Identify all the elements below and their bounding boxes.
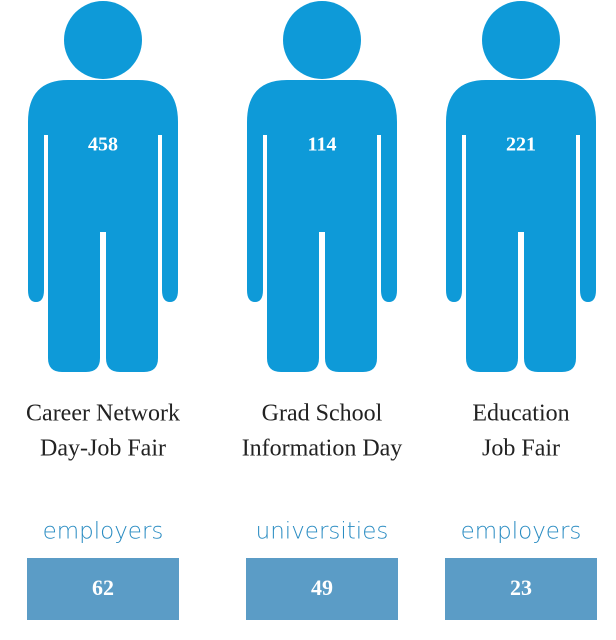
left-leg [48,225,100,372]
count-value: 62 [92,575,114,600]
unit-label: employers [461,519,582,545]
count-value: 23 [510,575,532,600]
event-label: Grad School [262,401,383,427]
unit-label: universities [256,519,389,545]
count-box [246,558,398,620]
count-box [445,558,597,620]
body [28,80,178,302]
unit-label: employers [43,519,164,545]
body [247,80,397,302]
left-leg [466,225,518,372]
attendee-count: 458 [88,134,118,156]
event-label: Education [472,401,569,427]
head [482,1,560,79]
event-label: Day-Job Fair [40,436,166,462]
person-figure [446,1,596,372]
head [64,1,142,79]
attendee-count: 114 [308,134,337,156]
count-box [27,558,179,620]
body [446,80,596,302]
right-leg [106,225,158,372]
attendee-count: 221 [506,134,536,156]
event-label: Information Day [242,436,403,462]
person-figure [247,1,397,372]
count-value: 49 [311,575,333,600]
head [283,1,361,79]
right-leg [524,225,576,372]
event-label: Career Network [26,401,180,427]
person-figure [28,1,178,372]
left-leg [267,225,319,372]
event-label: Job Fair [482,436,560,462]
right-leg [325,225,377,372]
